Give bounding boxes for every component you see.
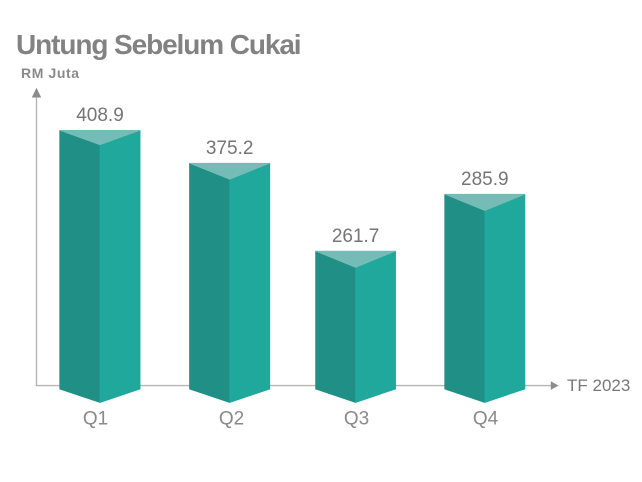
svg-text:TF 2023: TF 2023 xyxy=(567,376,630,395)
svg-text:261.7: 261.7 xyxy=(332,226,380,247)
svg-text:Untung Sebelum Cukai: Untung Sebelum Cukai xyxy=(16,29,300,60)
svg-text:Q2: Q2 xyxy=(219,409,244,430)
svg-text:RM Juta: RM Juta xyxy=(21,65,80,81)
svg-text:Q3: Q3 xyxy=(344,409,369,430)
svg-text:408.9: 408.9 xyxy=(76,105,124,126)
svg-text:375.2: 375.2 xyxy=(206,138,254,159)
svg-text:285.9: 285.9 xyxy=(461,169,509,190)
svg-text:Q1: Q1 xyxy=(83,409,108,430)
svg-text:Q4: Q4 xyxy=(473,409,499,430)
